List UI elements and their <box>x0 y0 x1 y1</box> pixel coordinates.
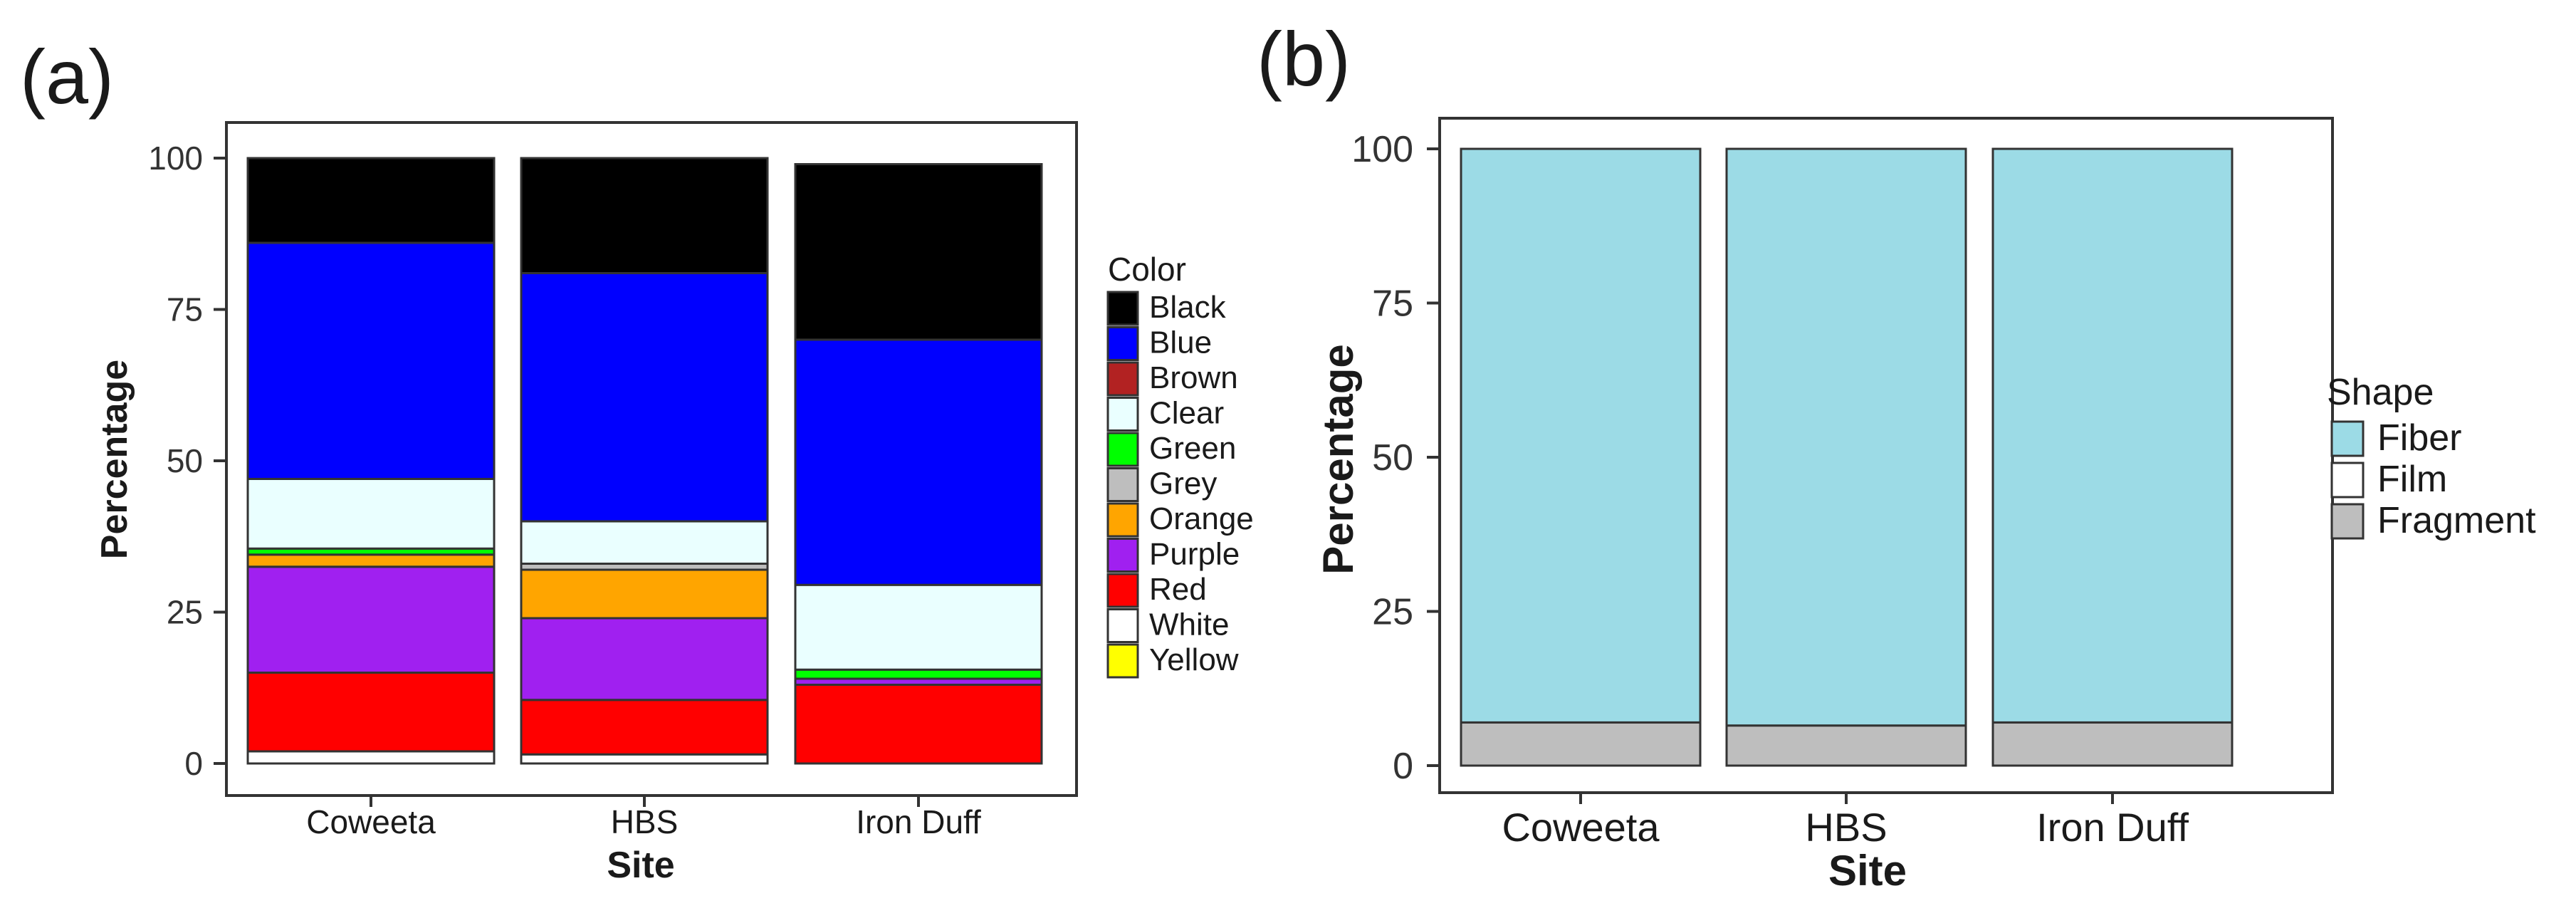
x-tick-label-hbs: HBS <box>611 803 679 840</box>
bar-segment-hbs-red <box>520 699 769 756</box>
legend-swatch-green <box>1106 432 1139 467</box>
panel-a-y-axis: 0 25 50 75 100 <box>148 140 226 782</box>
y-tick-label: 0 <box>1393 746 1413 787</box>
x-tick-label-iron-duff: Iron Duff <box>2036 805 2189 850</box>
legend-label-orange: Orange <box>1149 501 1254 536</box>
bar-segment-coweeta-black <box>246 157 496 244</box>
y-tick-label: 100 <box>148 140 203 177</box>
bar-segment-hbs-fragment <box>1725 724 1967 767</box>
bar-segment-iron-duff-black <box>794 163 1043 341</box>
y-tick-label: 75 <box>167 291 203 328</box>
legend-label-white: White <box>1149 607 1229 642</box>
legend-label-yellow: Yellow <box>1149 642 1239 677</box>
bar-segment-iron-duff-red <box>794 684 1043 765</box>
legend-swatch-white <box>1106 608 1139 643</box>
bar-segment-coweeta-fragment <box>1460 721 1702 767</box>
legend-swatch-fragment <box>2330 503 2365 540</box>
bar-segment-iron-duff-fragment <box>1991 721 2234 767</box>
bar-segment-iron-duff-green <box>794 668 1043 680</box>
legend-swatch-clear <box>1106 397 1139 432</box>
bar-segment-coweeta-orange <box>246 553 496 568</box>
panel-a-label: (a) <box>20 33 114 120</box>
legend-swatch-film <box>2330 462 2365 499</box>
bar-segment-coweeta-purple <box>246 565 496 674</box>
bar-segment-hbs-blue <box>520 272 769 523</box>
legend-swatch-red <box>1106 573 1139 608</box>
legend-label-blue: Blue <box>1149 325 1212 360</box>
legend-label-black: Black <box>1149 290 1227 325</box>
legend-label-purple: Purple <box>1149 537 1240 572</box>
panel-a-y-axis-title: Percentage <box>94 360 135 559</box>
x-tick-label-coweeta: Coweeta <box>1502 805 1660 850</box>
legend-label-red: Red <box>1149 572 1207 607</box>
panel-a-x-axis: Coweeta HBS Iron Duff <box>306 796 981 840</box>
bar-segment-iron-duff-fiber <box>1991 147 2234 724</box>
legend-label-fragment: Fragment <box>2377 500 2536 541</box>
x-tick-label-iron-duff: Iron Duff <box>856 803 981 840</box>
y-tick-label: 0 <box>184 745 203 782</box>
bar-segment-coweeta-fiber <box>1460 147 1702 724</box>
panel-b-x-axis: Coweeta HBS Iron Duff <box>1502 793 2189 850</box>
legend-swatch-fiber <box>2330 420 2365 457</box>
panel-b-label: (b) <box>1257 16 1351 102</box>
panel-a-legend-items: BlackBlueBrownClearGreenGreyOrangePurple… <box>1106 290 1254 679</box>
y-tick-label: 50 <box>167 442 203 479</box>
panel-a-legend: Color BlackBlueBrownClearGreenGreyOrange… <box>1106 251 1254 679</box>
bar-segment-coweeta-clear <box>246 478 496 550</box>
legend-swatch-brown <box>1106 361 1139 397</box>
panel-b-bars <box>1460 147 2234 767</box>
panel-a-legend-title: Color <box>1108 251 1186 288</box>
bar-segment-coweeta-white <box>246 750 496 765</box>
legend-label-film: Film <box>2377 459 2447 500</box>
y-tick-label: 100 <box>1351 129 1413 170</box>
panel-b-x-axis-title: Site <box>1828 847 1907 895</box>
legend-swatch-yellow <box>1106 643 1139 679</box>
panel-b-y-axis-title: Percentage <box>1314 344 1362 575</box>
bar-segment-hbs-orange <box>520 568 769 620</box>
y-tick-label: 25 <box>167 594 203 631</box>
bar-segment-hbs-clear <box>520 520 769 565</box>
bar-segment-coweeta-red <box>246 672 496 753</box>
legend-swatch-grey <box>1106 467 1139 502</box>
bar-segment-hbs-white <box>520 753 769 765</box>
legend-label-fiber: Fiber <box>2377 417 2461 459</box>
panel-b-y-axis: 0 25 50 75 100 <box>1351 129 1440 787</box>
panel-a-x-axis-title: Site <box>607 845 674 886</box>
bar-segment-hbs-fiber <box>1725 147 1967 727</box>
x-tick-label-hbs: HBS <box>1805 805 1887 850</box>
legend-swatch-purple <box>1106 538 1139 573</box>
panel-b-legend-title: Shape <box>2327 372 2434 413</box>
legend-label-grey: Grey <box>1149 466 1217 501</box>
bar-segment-hbs-purple <box>520 617 769 702</box>
x-tick-label-coweeta: Coweeta <box>306 803 436 840</box>
bar-segment-coweeta-blue <box>246 241 496 480</box>
y-tick-label: 50 <box>1372 437 1413 479</box>
y-tick-label: 75 <box>1372 283 1413 325</box>
bar-segment-hbs-black <box>520 157 769 274</box>
bar-segment-iron-duff-blue <box>794 338 1043 586</box>
bar-segment-iron-duff-clear <box>794 583 1043 671</box>
y-tick-label: 25 <box>1372 592 1413 633</box>
legend-swatch-black <box>1106 291 1139 326</box>
legend-label-green: Green <box>1149 431 1236 466</box>
legend-swatch-blue <box>1106 326 1139 361</box>
legend-swatch-orange <box>1106 502 1139 538</box>
legend-label-brown: Brown <box>1149 360 1238 395</box>
legend-label-clear: Clear <box>1149 396 1224 431</box>
panel-a-bars <box>246 157 1043 765</box>
